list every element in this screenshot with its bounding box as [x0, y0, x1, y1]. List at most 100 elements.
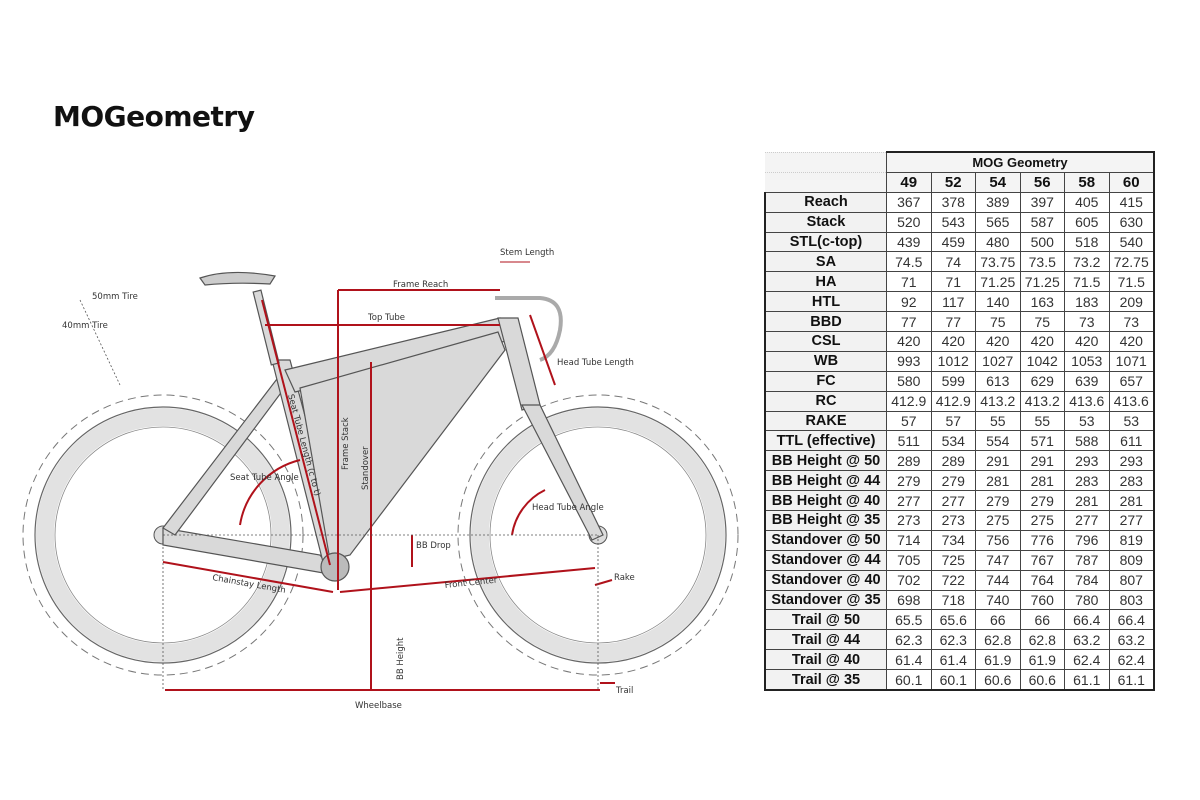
- table-cell: 66.4: [1108, 609, 1155, 631]
- table-cell: 764: [1019, 569, 1065, 591]
- table-cell: 73.2: [1064, 251, 1110, 273]
- row-label: BB Height @ 44: [764, 470, 887, 492]
- table-cell: 73.5: [1019, 251, 1065, 273]
- blank-cell: [765, 171, 887, 193]
- table-cell: 397: [1019, 191, 1065, 213]
- table-row: Stack 520 543 565 587 605 630: [764, 211, 1155, 233]
- table-row: Trail @ 40 61.4 61.4 61.9 61.9 62.4 62.4: [764, 649, 1155, 671]
- table-row: RAKE 57 57 55 55 53 53: [764, 410, 1155, 432]
- table-cell: 291: [975, 450, 1021, 472]
- table-cell: 554: [975, 430, 1021, 452]
- table-cell: 60.1: [886, 669, 932, 692]
- table-cell: 75: [1019, 311, 1065, 333]
- table-cell: 57: [930, 410, 976, 432]
- table-row: Trail @ 50 65.5 65.6 66 66 66.4 66.4: [764, 609, 1155, 631]
- row-label: WB: [764, 350, 887, 372]
- row-label: CSL: [764, 331, 887, 352]
- geometry-table: MOG Geometry 49 52 54 56 58 60 Reach 367 378 389 39…: [764, 150, 1155, 692]
- row-label: Trail @ 35: [764, 669, 887, 692]
- table-cell: 73: [1064, 311, 1110, 333]
- table-cell: 413.6: [1064, 390, 1110, 412]
- row-label: SA: [764, 251, 887, 273]
- table-cell: 61.9: [975, 649, 1021, 671]
- table-cell: 277: [886, 490, 932, 512]
- table-cell: 588: [1064, 430, 1110, 452]
- blank-cell: [765, 151, 887, 173]
- table-cell: 420: [1108, 331, 1155, 352]
- table-row: Trail @ 35 60.1 60.1 60.6 60.6 61.1 61.1: [764, 669, 1155, 692]
- table-cell: 283: [1108, 470, 1155, 492]
- dotted-guides: [79, 299, 599, 690]
- table-cell: 71.25: [1019, 271, 1065, 293]
- table-cell: 459: [930, 231, 976, 253]
- table-row: Trail @ 44 62.3 62.3 62.8 62.8 63.2 63.2: [764, 629, 1155, 651]
- table-cell: 273: [886, 510, 932, 531]
- table-row: Standover @ 35 698 718 740 760 780 803: [764, 589, 1155, 611]
- table-cell: 66: [1019, 609, 1065, 631]
- table-cell: 734: [930, 529, 976, 551]
- table-cell: 291: [1019, 450, 1065, 472]
- table-cell: 705: [886, 549, 932, 571]
- table-cell: 66.4: [1064, 609, 1110, 631]
- table-row: BB Height @ 40 277 277 279 279 281 281: [764, 490, 1155, 512]
- table-cell: 53: [1108, 410, 1155, 432]
- page-title: MOGeometry: [53, 100, 255, 133]
- table-cell: 630: [1108, 211, 1155, 233]
- row-label: Standover @ 50: [764, 529, 887, 551]
- size-header: 60: [1108, 171, 1155, 193]
- table-cell: 412.9: [930, 390, 976, 412]
- table-cell: 62.3: [886, 629, 932, 651]
- table-cell: 66: [975, 609, 1021, 631]
- row-label: Trail @ 50: [764, 609, 887, 631]
- table-cell: 722: [930, 569, 976, 591]
- row-label: Trail @ 44: [764, 629, 887, 651]
- table-cell: 1071: [1108, 350, 1155, 372]
- table-cell: 714: [886, 529, 932, 551]
- table-cell: 776: [1019, 529, 1065, 551]
- table-cell: 1012: [930, 350, 976, 372]
- size-header: 49: [886, 171, 932, 193]
- table-row: STL(c-top) 439 459 480 500 518 540: [764, 231, 1155, 253]
- table-cell: 61.9: [1019, 649, 1065, 671]
- table-cell: 629: [1019, 370, 1065, 392]
- table-row: SA 74.5 74 73.75 73.5 73.2 72.75: [764, 251, 1155, 273]
- table-cell: 61.4: [930, 649, 976, 671]
- table-cell: 140: [975, 291, 1021, 313]
- row-label: HTL: [764, 291, 887, 313]
- table-cell: 279: [975, 490, 1021, 512]
- table-cell: 744: [975, 569, 1021, 591]
- table-cell: 63.2: [1108, 629, 1155, 651]
- table-row: CSL 420 420 420 420 420 420: [764, 331, 1155, 352]
- table-cell: 405: [1064, 191, 1110, 213]
- bike-geometry-diagram: 50mm Tire 40mm Tire Frame Reach Top Tube…: [22, 248, 739, 711]
- table-cell: 281: [975, 470, 1021, 492]
- table-cell: 534: [930, 430, 976, 452]
- table-cell: 511: [886, 430, 932, 452]
- row-label: RAKE: [764, 410, 887, 432]
- table-cell: 702: [886, 569, 932, 591]
- table-cell: 518: [1064, 231, 1110, 253]
- table-cell: 75: [975, 311, 1021, 333]
- table-cell: 413.6: [1108, 390, 1155, 412]
- label-standover: Standover: [361, 446, 371, 490]
- table-cell: 740: [975, 589, 1021, 611]
- table-cell: 378: [930, 191, 976, 213]
- table-cell: 77: [886, 311, 932, 333]
- table-cell: 279: [1019, 490, 1065, 512]
- label-rake: Rake: [614, 573, 635, 583]
- table-cell: 389: [975, 191, 1021, 213]
- label-seat-tube-angle: Seat Tube Angle: [230, 473, 299, 483]
- table-cell: 279: [886, 470, 932, 492]
- table-cell: 787: [1064, 549, 1110, 571]
- table-cell: 420: [930, 331, 976, 352]
- table-cell: 57: [886, 410, 932, 432]
- row-label: Standover @ 44: [764, 549, 887, 571]
- label-top-tube: Top Tube: [367, 313, 405, 323]
- table-cell: 747: [975, 549, 1021, 571]
- table-cell: 183: [1064, 291, 1110, 313]
- table-cell: 293: [1064, 450, 1110, 472]
- table-cell: 413.2: [975, 390, 1021, 412]
- table-caption-row: MOG Geometry: [765, 150, 1155, 173]
- table-cell: 756: [975, 529, 1021, 551]
- table-row: FC 580 599 613 629 639 657: [764, 370, 1155, 392]
